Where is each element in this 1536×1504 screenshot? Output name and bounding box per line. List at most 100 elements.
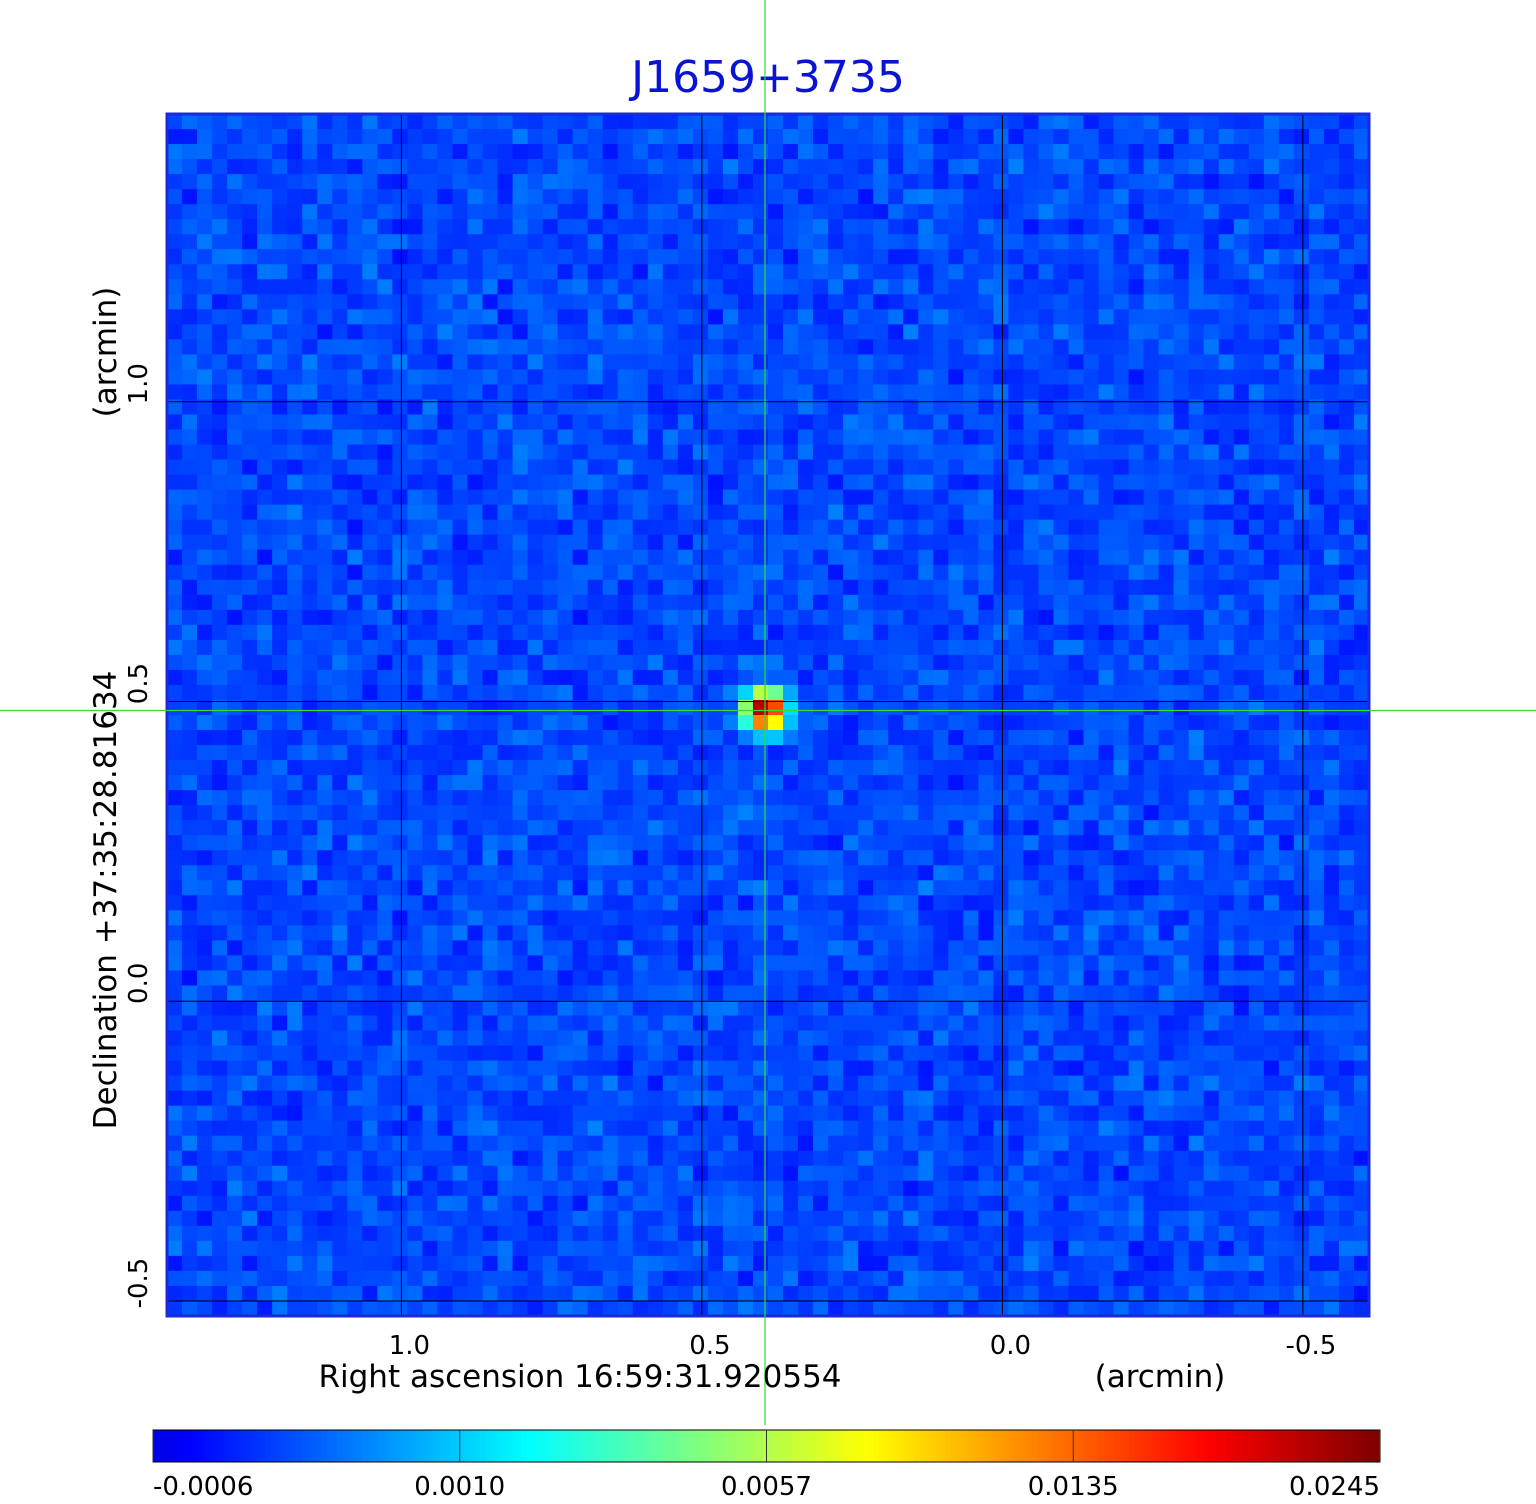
image-pixel (212, 384, 228, 401)
image-pixel (1038, 895, 1055, 911)
image-pixel (482, 384, 499, 401)
image-pixel (587, 609, 604, 626)
image-pixel (1263, 564, 1280, 581)
image-pixel (347, 745, 363, 761)
image-pixel (1248, 429, 1265, 446)
image-pixel (1068, 264, 1085, 280)
image-pixel (1113, 279, 1130, 295)
image-pixel (527, 865, 544, 881)
image-pixel (1158, 174, 1175, 190)
image-pixel (332, 1030, 348, 1047)
image-pixel (1158, 234, 1175, 250)
image-pixel (1173, 910, 1190, 926)
image-pixel (873, 234, 889, 250)
image-pixel (182, 309, 198, 325)
image-pixel (737, 699, 754, 716)
image-pixel (572, 309, 589, 325)
image-pixel (182, 249, 198, 265)
image-pixel (933, 414, 949, 431)
image-pixel (752, 745, 769, 761)
image-pixel (933, 144, 949, 160)
image-pixel (242, 594, 258, 611)
image-pixel (873, 624, 889, 641)
image-pixel (1173, 1015, 1190, 1032)
image-pixel (407, 564, 424, 581)
image-pixel (1158, 865, 1175, 881)
image-pixel (933, 579, 949, 596)
image-pixel (1158, 159, 1175, 175)
image-pixel (317, 624, 333, 641)
image-pixel (617, 925, 634, 941)
image-pixel (377, 204, 393, 220)
image-pixel (1128, 489, 1145, 506)
image-pixel (1323, 579, 1340, 596)
image-pixel (1143, 715, 1160, 731)
image-pixel (482, 174, 499, 190)
image-pixel (467, 324, 484, 340)
image-pixel (317, 384, 333, 401)
image-pixel (647, 459, 664, 476)
image-pixel (407, 489, 424, 506)
image-pixel (347, 474, 363, 491)
image-pixel (422, 940, 439, 957)
image-pixel (768, 354, 784, 371)
image-pixel (662, 204, 679, 220)
image-pixel (467, 429, 484, 446)
image-pixel (677, 1030, 694, 1047)
image-pixel (452, 594, 469, 611)
image-pixel (362, 144, 378, 160)
image-pixel (752, 910, 769, 926)
image-pixel (737, 760, 754, 776)
image-pixel (1098, 609, 1115, 626)
image-pixel (332, 444, 348, 461)
image-pixel (302, 940, 318, 957)
image-pixel (167, 444, 183, 461)
image-pixel (993, 534, 1010, 551)
image-pixel (512, 189, 529, 205)
image-pixel (933, 639, 949, 656)
image-pixel (918, 790, 934, 806)
image-pixel (903, 760, 919, 776)
image-pixel (858, 279, 874, 295)
image-pixel (557, 699, 574, 716)
image-pixel (167, 549, 183, 566)
image-pixel (1203, 429, 1220, 446)
image-pixel (1278, 234, 1295, 250)
image-pixel (1068, 624, 1085, 641)
image-pixel (332, 1000, 348, 1017)
image-pixel (768, 669, 784, 686)
image-pixel (1323, 519, 1340, 536)
image-pixel (572, 955, 589, 972)
image-pixel (1353, 309, 1370, 325)
image-pixel (437, 384, 454, 401)
image-pixel (1338, 760, 1355, 776)
image-pixel (317, 835, 333, 851)
image-pixel (542, 129, 559, 145)
image-pixel (933, 805, 949, 821)
image-pixel (1323, 309, 1340, 325)
image-pixel (1233, 654, 1250, 671)
image-pixel (873, 384, 889, 401)
image-pixel (287, 624, 303, 641)
image-pixel (227, 504, 243, 521)
image-pixel (677, 639, 694, 656)
image-pixel (768, 805, 784, 821)
image-pixel (1068, 444, 1085, 461)
image-pixel (843, 835, 859, 851)
image-pixel (677, 414, 694, 431)
image-pixel (993, 955, 1010, 972)
image-pixel (437, 129, 454, 145)
image-pixel (302, 925, 318, 941)
image-pixel (197, 324, 213, 340)
image-pixel (632, 654, 649, 671)
image-pixel (1278, 534, 1295, 551)
image-pixel (783, 745, 799, 761)
image-pixel (602, 129, 619, 145)
image-pixel (1113, 429, 1130, 446)
image-pixel (692, 339, 709, 356)
image-pixel (542, 624, 559, 641)
image-pixel (1158, 534, 1175, 551)
image-pixel (1323, 865, 1340, 881)
image-pixel (1353, 730, 1370, 746)
image-pixel (227, 760, 243, 776)
